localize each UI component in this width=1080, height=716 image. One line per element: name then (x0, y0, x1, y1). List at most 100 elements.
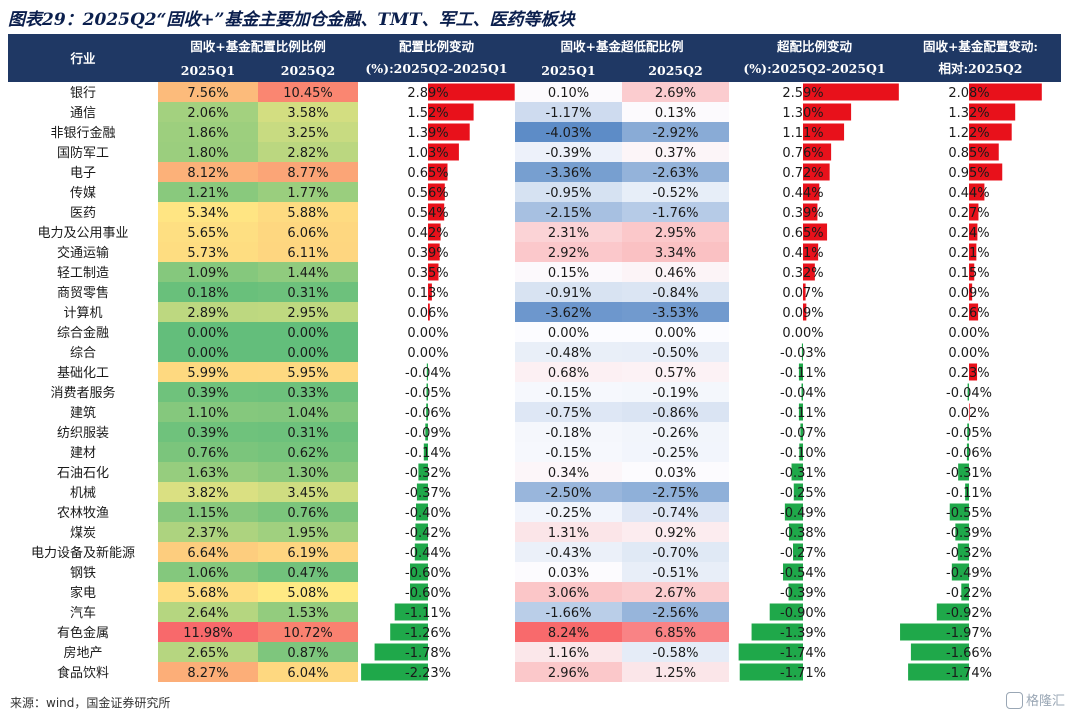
alloc-q2-cell (258, 242, 358, 262)
alloc-change-label: -0.40% (405, 506, 451, 521)
alloc-change-bar (374, 643, 428, 661)
row-industry-label: 钢铁 (70, 566, 96, 581)
under-q1-label: 2.92% (548, 246, 589, 261)
alloc-change-label: -1.26% (405, 626, 451, 641)
row-industry-label: 计算机 (63, 306, 102, 321)
row-industry-label: 综合金融 (57, 325, 109, 341)
under-q1-cell (515, 542, 622, 562)
alloc-q1-label: 1.80% (187, 146, 228, 161)
over-change-bar (803, 283, 806, 301)
under-q1-cell (515, 102, 622, 122)
alloc-change-label: -0.05% (405, 386, 451, 401)
over-change-bar (803, 203, 818, 221)
relative-change-bar (969, 243, 977, 261)
over-change-bar (738, 643, 803, 661)
alloc-q2-cell (258, 662, 358, 682)
alloc-q1-label: 8.27% (187, 666, 228, 681)
header-under-q2: 2025Q2 (648, 63, 702, 78)
over-change-label: -0.90% (780, 606, 826, 621)
header-relative-line2: 相对:2025Q2 (939, 61, 1023, 76)
row-industry-label: 国防军工 (57, 145, 109, 161)
alloc-q2-label: 0.33% (287, 386, 328, 401)
alloc-q2-label: 6.06% (287, 226, 328, 241)
under-q2-cell (622, 542, 729, 562)
under-q1-cell (515, 382, 622, 402)
alloc-q1-cell (158, 622, 258, 642)
under-q1-label: -3.62% (546, 306, 592, 321)
alloc-change-bar (428, 303, 430, 321)
alloc-q1-cell (158, 442, 258, 462)
alloc-q2-cell (258, 462, 358, 482)
alloc-change-label: 0.00% (407, 346, 448, 361)
over-change-label: 0.00% (782, 326, 823, 341)
alloc-q1-label: 2.89% (187, 306, 228, 321)
under-q1-cell (515, 622, 622, 642)
under-q2-cell (622, 82, 729, 102)
relative-change-bar (958, 463, 969, 481)
alloc-change-bar (428, 203, 445, 221)
relative-change-bar (951, 563, 969, 581)
relative-change-label: -0.49% (946, 566, 992, 581)
under-q1-label: 2.31% (548, 226, 589, 241)
row-industry-label: 煤炭 (70, 526, 96, 541)
over-change-bar (803, 103, 852, 121)
watermark-logo-icon (1006, 692, 1023, 709)
over-change-label: -0.07% (780, 426, 826, 441)
alloc-change-bar (426, 383, 428, 401)
alloc-q1-label: 2.37% (187, 526, 228, 541)
alloc-q2-label: 3.58% (287, 106, 328, 121)
relative-change-bar (961, 583, 969, 601)
under-q1-label: 0.15% (548, 266, 589, 281)
under-q2-cell (622, 342, 729, 362)
under-q1-cell (515, 462, 622, 482)
under-q1-label: -0.48% (546, 346, 592, 361)
row-industry-label: 消费者服务 (50, 385, 115, 401)
under-q1-cell (515, 402, 622, 422)
alloc-q1-cell (158, 202, 258, 222)
relative-change-label: 0.44% (948, 186, 989, 201)
under-q1-label: -0.39% (546, 146, 592, 161)
under-q2-label: -0.84% (653, 286, 699, 301)
alloc-q1-label: 5.99% (187, 366, 228, 381)
under-q2-label: -0.58% (653, 646, 699, 661)
relative-change-label: 0.02% (948, 406, 989, 421)
relative-change-bar (908, 663, 969, 681)
over-change-bar (803, 263, 815, 281)
header-alloc-q2: 2025Q2 (281, 63, 335, 78)
relative-change-bar (936, 603, 969, 621)
relative-change-label: 0.26% (948, 306, 989, 321)
under-q1-cell (515, 82, 622, 102)
under-q2-cell (622, 362, 729, 382)
under-q1-cell (515, 342, 622, 362)
alloc-q2-label: 0.76% (287, 506, 328, 521)
under-q2-cell (622, 582, 729, 602)
under-q2-cell (622, 522, 729, 542)
over-change-label: -1.71% (780, 666, 826, 681)
under-q2-label: -0.86% (653, 406, 699, 421)
header-under-group: 固收+基金超低配比例 (561, 39, 684, 54)
alloc-q1-cell (158, 602, 258, 622)
alloc-q2-label: 2.82% (287, 146, 328, 161)
under-q2-label: 2.67% (655, 586, 696, 601)
over-change-bar (803, 183, 820, 201)
alloc-q2-cell (258, 122, 358, 142)
alloc-change-bar (428, 243, 440, 261)
over-change-label: -1.74% (780, 646, 826, 661)
row-industry-label: 综合 (70, 346, 96, 361)
header-under-q1: 2025Q1 (541, 63, 595, 78)
under-q1-cell (515, 482, 622, 502)
alloc-q1-cell (158, 302, 258, 322)
under-q2-label: -2.75% (653, 486, 699, 501)
under-q2-cell (622, 322, 729, 342)
alloc-change-label: 0.56% (407, 186, 448, 201)
alloc-q2-cell (258, 322, 358, 342)
over-change-label: -0.54% (780, 566, 826, 581)
alloc-q2-cell (258, 162, 358, 182)
alloc-q2-cell (258, 342, 358, 362)
row-industry-label: 建筑 (70, 405, 96, 421)
header-alloc-change-line1: 配置比例变动 (399, 39, 475, 54)
alloc-q1-cell (158, 362, 258, 382)
alloc-change-bar (418, 463, 428, 481)
under-q2-cell (622, 382, 729, 402)
alloc-q2-label: 0.00% (287, 346, 328, 361)
